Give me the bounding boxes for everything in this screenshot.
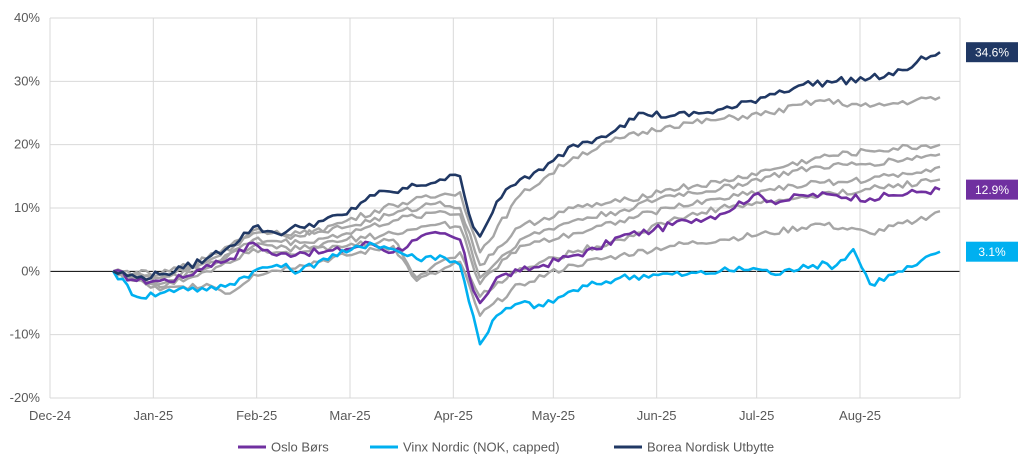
end-label-box xyxy=(966,179,1018,200)
end-label: 3.1% xyxy=(978,245,1006,259)
y-tick-label: 20% xyxy=(14,137,40,152)
series-line-oslo-b-rs xyxy=(113,186,941,305)
x-tick-label: May-25 xyxy=(532,408,575,423)
plot-area xyxy=(112,51,941,346)
y-tick-label: -10% xyxy=(10,327,41,342)
end-label-box xyxy=(966,42,1018,63)
peer-series-line xyxy=(112,153,941,287)
peer-series-line xyxy=(113,210,941,317)
y-axis: -20% -10% 0% 10% 20% 30% 40% xyxy=(10,10,41,405)
y-tick-label: 40% xyxy=(14,10,40,25)
end-labels: 12.9% 3.1% 34.6% xyxy=(966,42,1018,262)
end-label-box xyxy=(966,241,1018,262)
x-tick-label: Jan-25 xyxy=(133,408,173,423)
peer-series-line xyxy=(113,96,941,280)
series-line-borea-nordisk-utbytte xyxy=(112,51,941,281)
x-tick-label: Jul-25 xyxy=(739,408,774,423)
end-label: 34.6% xyxy=(975,46,1009,60)
x-tick-label: Feb-25 xyxy=(236,408,277,423)
series-line-vinx-nordic-nok-capped xyxy=(112,241,941,346)
end-label: 12.9% xyxy=(975,183,1009,197)
x-tick-label: Aug-25 xyxy=(839,408,881,423)
peer-series-line xyxy=(112,143,941,278)
y-tick-label: 30% xyxy=(14,73,40,88)
y-tick-label: 0% xyxy=(21,263,40,278)
y-tick-label: -20% xyxy=(10,390,41,405)
legend-label: Vinx Nordic (NOK, capped) xyxy=(403,440,560,455)
x-tick-label: Jun-25 xyxy=(637,408,677,423)
y-tick-label: 10% xyxy=(14,200,40,215)
legend-label: Oslo Børs xyxy=(271,440,329,455)
legend-label: Borea Nordisk Utbytte xyxy=(647,440,774,455)
x-tick-label: Mar-25 xyxy=(329,408,370,423)
x-tick-label: Apr-25 xyxy=(434,408,473,423)
x-axis: Dec-24 Jan-25 Feb-25 Mar-25 Apr-25 May-25 Jun-… xyxy=(29,408,881,423)
peer-series-line xyxy=(112,178,941,298)
gridlines xyxy=(49,17,961,399)
legend: Oslo Børs Vinx Nordic (NOK, capped) Borea … xyxy=(238,440,774,455)
peer-series-line xyxy=(112,165,941,286)
x-tick-label: Dec-24 xyxy=(29,408,71,423)
